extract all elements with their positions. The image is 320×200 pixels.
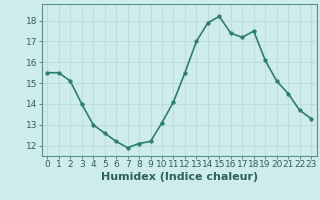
X-axis label: Humidex (Indice chaleur): Humidex (Indice chaleur)	[100, 172, 258, 182]
